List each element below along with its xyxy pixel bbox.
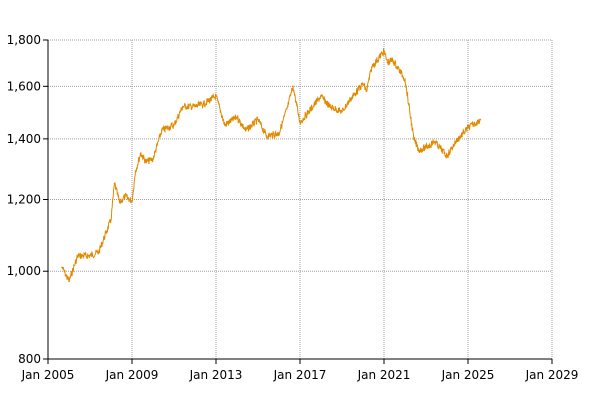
x-tick-label: Jan 2021 [357, 368, 411, 382]
data-point [391, 59, 394, 61]
data-point [134, 170, 137, 172]
data-point [194, 105, 196, 108]
data-point [278, 132, 280, 135]
y-tick-label: 1,200 [7, 193, 41, 207]
data-point [97, 251, 100, 253]
data-point [61, 266, 63, 269]
data-point [286, 105, 289, 108]
data-point [236, 116, 238, 118]
data-point [425, 146, 427, 149]
data-point [89, 254, 91, 257]
y-tick-label: 1,400 [7, 132, 41, 146]
data-point [307, 110, 310, 113]
y-tick-label: 1,800 [7, 33, 41, 47]
x-tick-label: Jan 2025 [441, 368, 495, 382]
data-point [467, 126, 469, 129]
data-point [299, 121, 301, 124]
x-tick-label: Jan 2005 [21, 368, 75, 382]
y-tick-label: 1,000 [7, 264, 41, 278]
data-point [365, 90, 368, 93]
data-point [349, 98, 352, 100]
y-tick-label: 1,600 [7, 79, 41, 93]
data-point [386, 61, 389, 64]
x-tick-label: Jan 2009 [105, 368, 159, 382]
data-point [181, 105, 184, 108]
data-point [160, 129, 163, 132]
series-points [61, 50, 482, 282]
data-point [370, 66, 373, 68]
data-point [113, 182, 116, 185]
data-point [110, 218, 112, 221]
y-axis-ticks: 800 1,000 1,200 1,400 1,600 1,800 [7, 33, 48, 366]
data-point [124, 195, 126, 198]
data-point [257, 118, 259, 121]
data-point [173, 124, 175, 126]
data-point [412, 138, 415, 140]
data-point [328, 105, 331, 108]
data-point [475, 121, 478, 124]
data-point [292, 85, 294, 88]
data-point [145, 161, 147, 163]
data-point [479, 118, 482, 121]
data-point [131, 200, 133, 202]
data-point [68, 280, 70, 282]
data-point [404, 78, 406, 80]
data-point [341, 110, 343, 113]
data-point [454, 140, 457, 143]
x-tick-label: Jan 2029 [525, 368, 579, 382]
data-point [223, 124, 226, 126]
data-point [202, 103, 205, 105]
data-point [383, 50, 385, 52]
data-point [118, 201, 121, 204]
data-point [215, 95, 217, 98]
data-point [76, 254, 79, 257]
data-point [446, 155, 448, 157]
data-point [265, 135, 268, 137]
x-tick-label: Jan 2017 [273, 368, 327, 382]
data-point [152, 158, 154, 160]
data-point [320, 95, 322, 98]
data-point [244, 129, 247, 132]
y-tick-label: 800 [18, 352, 41, 366]
data-point [433, 140, 436, 143]
data-point [362, 83, 364, 85]
data-point [418, 149, 420, 152]
x-tick-label: Jan 2013 [189, 368, 243, 382]
x-axis-ticks: Jan 2005 Jan 2009 Jan 2013 Jan 2017 Jan 2021… [21, 359, 579, 382]
data-point [139, 152, 142, 154]
